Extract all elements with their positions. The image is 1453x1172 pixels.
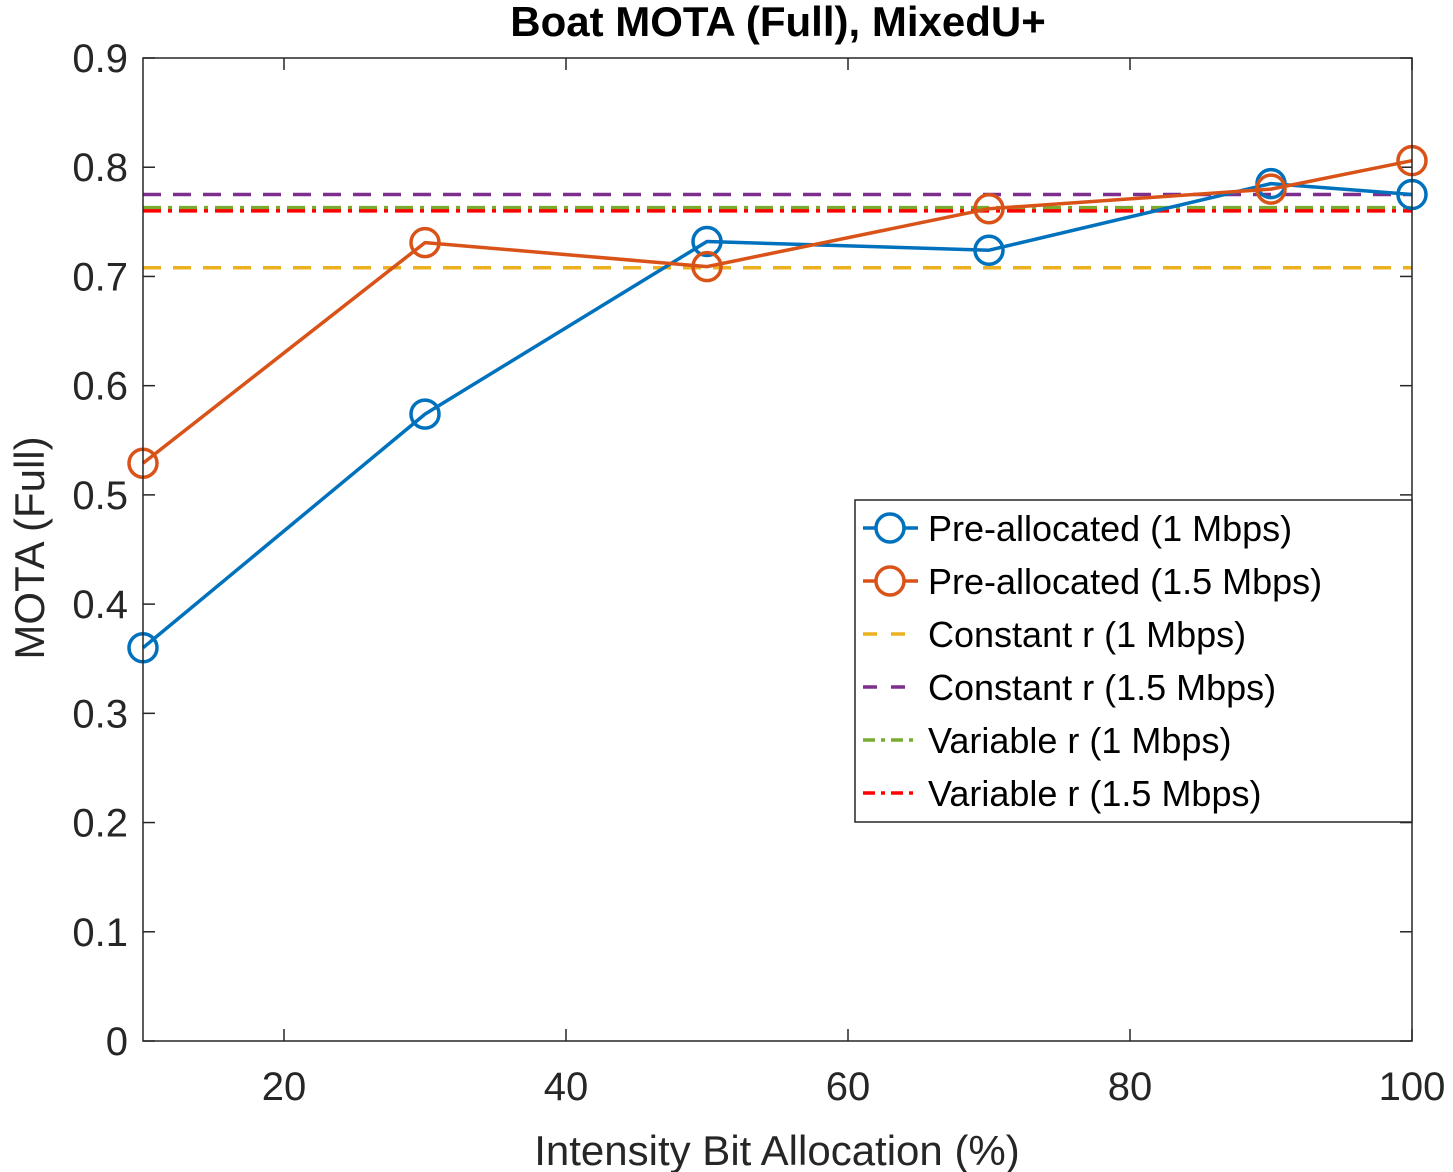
y-tick-label: 0.4 bbox=[72, 583, 128, 627]
x-tick-label: 20 bbox=[262, 1065, 307, 1109]
x-tick-labels: 20 40 60 80 100 bbox=[262, 1065, 1446, 1109]
x-tick-label: 40 bbox=[544, 1065, 589, 1109]
legend-box bbox=[854, 499, 1413, 823]
legend-entry: Variable r (1.5 Mbps) bbox=[863, 773, 1261, 814]
y-tick-label: 0.8 bbox=[72, 146, 128, 190]
series-2 bbox=[127, 144, 1428, 479]
x-tick-label: 60 bbox=[826, 1065, 871, 1109]
y-tick-label: 0.6 bbox=[72, 365, 128, 409]
data-point bbox=[409, 226, 441, 259]
legend: Pre-allocated (1 Mbps) Pre-allocated (1.5… bbox=[854, 499, 1413, 823]
data-point bbox=[691, 225, 723, 258]
legend-label: Variable r (1 Mbps) bbox=[928, 720, 1231, 761]
y-tick-label: 0.1 bbox=[72, 911, 128, 955]
y-tick-label: 0 bbox=[106, 1020, 128, 1064]
legend-entry: Pre-allocated (1.5 Mbps) bbox=[863, 561, 1322, 602]
legend-label: Variable r (1.5 Mbps) bbox=[928, 773, 1261, 814]
data-point bbox=[691, 250, 723, 283]
y-tick-labels: 0 0.1 0.2 0.3 0.4 0.5 0.6 0.7 0.8 0.9 bbox=[72, 37, 128, 1064]
legend-marker bbox=[874, 565, 906, 597]
legend-entry: Constant r (1.5 Mbps) bbox=[863, 667, 1276, 708]
legend-entry: Constant r (1 Mbps) bbox=[863, 614, 1246, 655]
y-tick-label: 0.5 bbox=[72, 474, 128, 518]
data-point bbox=[973, 192, 1005, 225]
series-line bbox=[141, 158, 1413, 465]
legend-label: Constant r (1 Mbps) bbox=[928, 614, 1246, 655]
y-tick-label: 0.2 bbox=[72, 802, 128, 846]
legend-label: Constant r (1.5 Mbps) bbox=[928, 667, 1276, 708]
y-tick-label: 0.3 bbox=[72, 692, 128, 736]
y-tick-label: 0.9 bbox=[72, 37, 128, 81]
plot-series bbox=[127, 144, 1428, 664]
data-point bbox=[973, 234, 1005, 266]
chart-title: Boat MOTA (Full), MixedU+ bbox=[510, 0, 1045, 45]
data-point bbox=[1255, 173, 1287, 205]
x-axis-title: Intensity Bit Allocation (%) bbox=[534, 1127, 1020, 1172]
legend-label: Pre-allocated (1.5 Mbps) bbox=[928, 561, 1322, 602]
x-tick-label: 100 bbox=[1379, 1065, 1446, 1109]
legend-entry: Variable r (1 Mbps) bbox=[863, 720, 1231, 761]
legend-marker bbox=[874, 512, 906, 544]
legend-entry: Pre-allocated (1 Mbps) bbox=[863, 508, 1292, 549]
x-tick-label: 80 bbox=[1108, 1065, 1153, 1109]
legend-label: Pre-allocated (1 Mbps) bbox=[928, 508, 1292, 549]
y-tick-label: 0.7 bbox=[72, 255, 128, 299]
data-point bbox=[409, 398, 441, 430]
y-axis-title: MOTA (Full) bbox=[6, 436, 53, 659]
